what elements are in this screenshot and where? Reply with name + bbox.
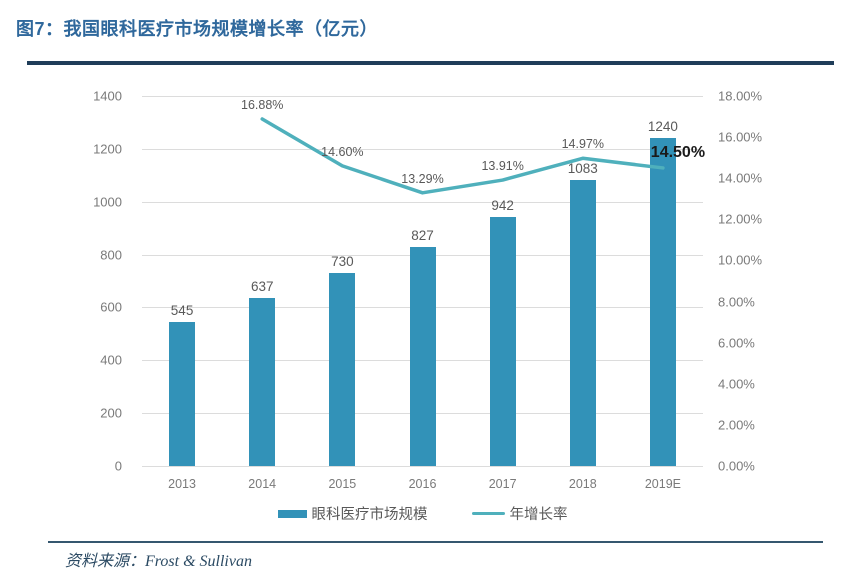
y-axis-tick-left: 600 xyxy=(100,299,122,315)
y-axis-tick-right: 6.00% xyxy=(718,335,755,351)
x-axis-tick: 2013 xyxy=(168,477,196,491)
bar-value-label: 545 xyxy=(170,302,194,318)
x-axis-tick: 2017 xyxy=(488,477,517,491)
source-attribution: 资料来源：Frost & Sullivan xyxy=(65,547,252,571)
y-axis-tick-left: 200 xyxy=(100,405,122,421)
source-value: Frost & Sullivan xyxy=(145,553,252,570)
gridline xyxy=(142,96,703,97)
legend-label: 眼科医疗市场规模 xyxy=(311,507,428,523)
bar-value-label: 1240 xyxy=(647,119,678,135)
bar-value-label: 730 xyxy=(331,254,354,270)
title-divider-rule xyxy=(27,61,834,65)
y-axis-tick-left: 400 xyxy=(100,352,122,368)
y-axis-tick-right: 0.00% xyxy=(718,458,755,474)
gridline xyxy=(142,466,703,467)
line-value-label-emphasized: 14.50% xyxy=(650,143,706,161)
line-swatch-icon xyxy=(471,511,505,516)
y-axis-tick-right: 12.00% xyxy=(718,211,763,227)
bar-value-label: 827 xyxy=(411,228,434,244)
x-axis-tick: 2015 xyxy=(328,477,357,491)
gridline xyxy=(142,201,703,203)
bar-value-label: 637 xyxy=(250,278,274,294)
line-value-label: 14.97% xyxy=(561,137,604,152)
y-axis-tick-left: 1200 xyxy=(93,141,122,157)
y-axis-tick-left: 1400 xyxy=(93,88,122,104)
gridline xyxy=(142,148,703,150)
bar-2016 xyxy=(409,247,436,466)
x-axis-tick: 2014 xyxy=(248,477,277,491)
y-axis-tick-right: 8.00% xyxy=(718,294,755,310)
y-axis-tick-left: 1000 xyxy=(93,194,122,210)
line-value-label: 13.29% xyxy=(401,171,444,186)
y-axis-tick-right: 18.00% xyxy=(718,88,763,104)
x-axis-tick: 2016 xyxy=(408,477,437,491)
legend-item-growth-rate: 年增长率 xyxy=(471,503,568,524)
legend-label: 年增长率 xyxy=(509,507,568,523)
line-value-label: 14.60% xyxy=(321,144,364,159)
x-axis-tick: 2018 xyxy=(568,477,597,491)
y-axis-tick-left: 800 xyxy=(100,247,122,263)
footer-divider-rule xyxy=(48,541,823,543)
bar-2013 xyxy=(169,321,196,466)
y-axis-tick-right: 10.00% xyxy=(718,252,763,268)
y-axis-tick-right: 14.00% xyxy=(718,170,763,186)
bar-2019E xyxy=(649,138,676,466)
figure-title: 图7：我国眼科医疗市场规模增长率（亿元） xyxy=(16,19,379,39)
y-axis-tick-right: 2.00% xyxy=(718,417,755,433)
bar-2017 xyxy=(489,217,516,466)
line-value-label: 16.88% xyxy=(241,98,284,113)
x-axis-tick: 2019E xyxy=(644,477,681,491)
line-value-label: 13.91% xyxy=(481,159,524,174)
legend-item-market-size: 眼科医疗市场规模 xyxy=(277,503,428,524)
y-axis-tick-right: 4.00% xyxy=(718,376,755,392)
bar-value-label: 1083 xyxy=(567,160,598,176)
y-axis-tick-right: 16.00% xyxy=(718,129,763,145)
bar-value-label: 942 xyxy=(491,198,514,214)
bar-2015 xyxy=(329,273,356,466)
chart-legend: 眼科医疗市场规模 年增长率 xyxy=(142,503,703,524)
bar-2018 xyxy=(569,179,596,466)
bar-swatch-icon xyxy=(277,509,307,518)
source-label: 资料来源： xyxy=(65,553,146,570)
bar-2014 xyxy=(249,297,276,466)
y-axis-tick-left: 0 xyxy=(114,458,122,474)
